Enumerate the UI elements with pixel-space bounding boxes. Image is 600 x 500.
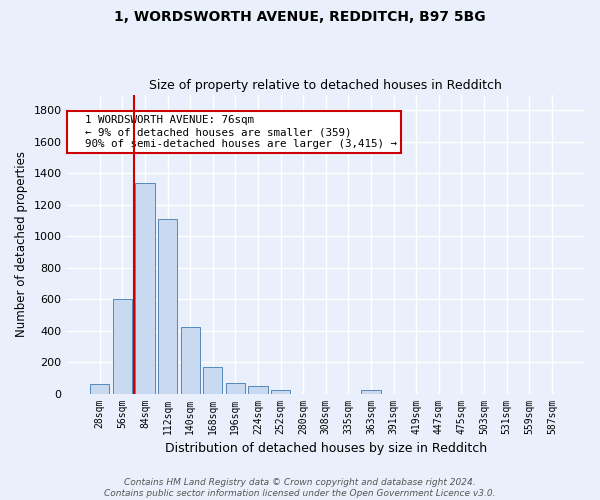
Text: Contains HM Land Registry data © Crown copyright and database right 2024.
Contai: Contains HM Land Registry data © Crown c… (104, 478, 496, 498)
Bar (90, 384, 109, 394)
Bar (113, 299, 132, 394)
Y-axis label: Number of detached properties: Number of detached properties (15, 151, 28, 337)
Title: Size of property relative to detached houses in Redditch: Size of property relative to detached ho… (149, 79, 502, 92)
Text: 1 WORDSWORTH AVENUE: 76sqm
  ← 9% of detached houses are smaller (359)
  90% of : 1 WORDSWORTH AVENUE: 76sqm ← 9% of detac… (72, 116, 397, 148)
Bar (181, 328, 200, 394)
Bar (361, 390, 380, 394)
Bar (158, 219, 177, 394)
X-axis label: Distribution of detached houses by size in Redditch: Distribution of detached houses by size … (165, 442, 487, 455)
Text: 1, WORDSWORTH AVENUE, REDDITCH, B97 5BG: 1, WORDSWORTH AVENUE, REDDITCH, B97 5BG (114, 10, 486, 24)
Bar (226, 384, 245, 394)
Bar (271, 390, 290, 394)
Bar (203, 367, 223, 394)
Bar (136, 182, 155, 394)
Bar (248, 386, 268, 394)
